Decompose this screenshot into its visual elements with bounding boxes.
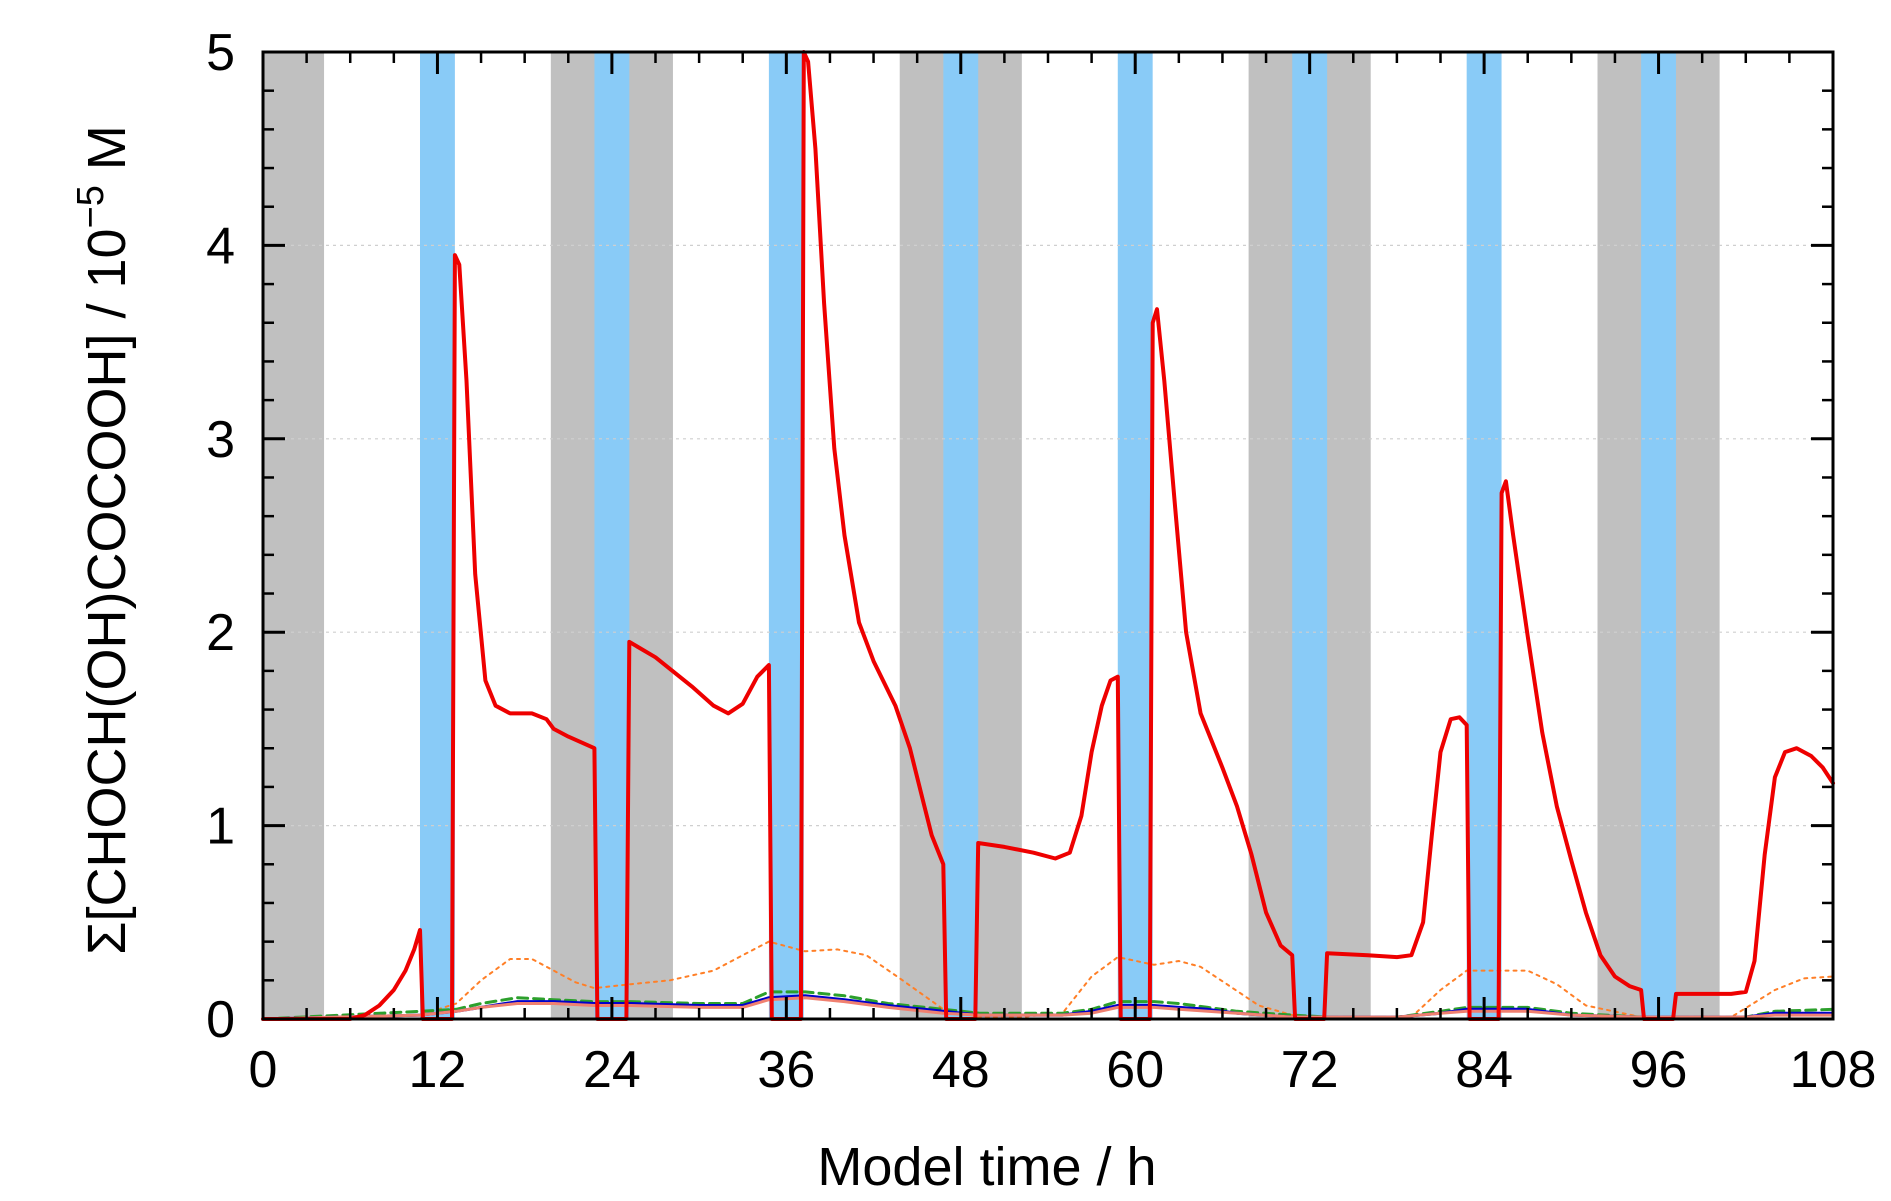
cloud-band [768,52,804,1019]
cloud-band [420,52,455,1019]
shaded-bands [263,52,1720,1019]
y-tick-label: 2 [206,604,235,662]
y-gridlines [263,244,1833,827]
x-tick-label: 12 [409,1041,467,1099]
y-axis-label-main: Σ[CHOCH(OH)COCOOH] / 10 [77,228,137,954]
y-axis-label: Σ[CHOCH(OH)COCOOH] / 10−5 M [70,125,137,955]
x-tick-label: 48 [932,1041,990,1099]
x-tick-labels: 0 12 24 36 48 60 72 84 96 108 [249,1041,1877,1099]
cloud-band [594,52,630,1019]
axis-ticks [261,50,1835,1021]
series-line-1 [262,940,1834,1020]
y-tick-label: 3 [206,411,235,469]
y-tick-label: 4 [206,217,235,275]
x-tick-label: 72 [1281,1041,1339,1099]
y-axis-label-unit: M [77,125,137,185]
cloud-band [1292,52,1328,1019]
night-band [263,52,325,1019]
x-tick-label: 0 [249,1041,278,1099]
x-tick-label: 36 [757,1041,815,1099]
cloud-band [1641,52,1676,1019]
y-axis-label-exponent: −5 [70,185,112,228]
x-tick-label: 60 [1106,1041,1164,1099]
y-tick-label: 0 [206,991,235,1049]
series-line-5 [261,50,1835,1021]
x-axis-label: Model time / h [817,1137,1156,1197]
cloud-band [1117,52,1153,1019]
y-tick-label: 1 [206,798,235,856]
x-tick-label: 108 [1790,1041,1877,1099]
cloud-band [943,52,979,1019]
x-tick-label: 24 [583,1041,641,1099]
x-tick-label: 84 [1455,1041,1513,1099]
x-tick-label: 96 [1630,1041,1688,1099]
y-tick-labels: 0 1 2 3 4 5 [206,24,235,1049]
y-tick-label: 5 [206,24,235,82]
cloud-band [1466,52,1502,1019]
